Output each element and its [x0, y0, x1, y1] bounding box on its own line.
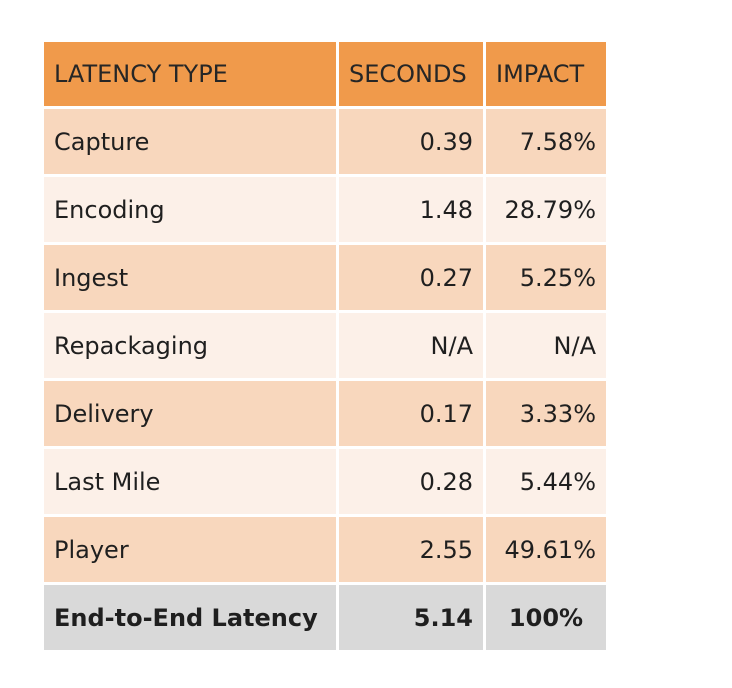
- table-row: Capture 0.39 7.58%: [44, 109, 606, 174]
- header-latency-type: LATENCY TYPE: [44, 42, 336, 106]
- latency-type-cell: Encoding: [44, 177, 336, 242]
- latency-type-cell: Delivery: [44, 381, 336, 446]
- latency-table: LATENCY TYPE SECONDS IMPACT Capture 0.39…: [41, 39, 609, 653]
- table-row: Encoding 1.48 28.79%: [44, 177, 606, 242]
- table-body: Capture 0.39 7.58% Encoding 1.48 28.79% …: [44, 109, 606, 650]
- impact-cell: 5.25%: [486, 245, 606, 310]
- table-header: LATENCY TYPE SECONDS IMPACT: [44, 42, 606, 106]
- latency-type-cell: Last Mile: [44, 449, 336, 514]
- latency-type-cell: Ingest: [44, 245, 336, 310]
- latency-type-cell: Player: [44, 517, 336, 582]
- total-seconds-cell: 5.14: [339, 585, 483, 650]
- total-row: End-to-End Latency 5.14 100%: [44, 585, 606, 650]
- impact-cell: 49.61%: [486, 517, 606, 582]
- header-row: LATENCY TYPE SECONDS IMPACT: [44, 42, 606, 106]
- header-impact: IMPACT: [486, 42, 606, 106]
- seconds-cell: 2.55: [339, 517, 483, 582]
- seconds-cell: 0.28: [339, 449, 483, 514]
- table-row: Repackaging N/A N/A: [44, 313, 606, 378]
- table-row: Player 2.55 49.61%: [44, 517, 606, 582]
- seconds-cell: 0.17: [339, 381, 483, 446]
- impact-cell: 5.44%: [486, 449, 606, 514]
- seconds-cell: 0.27: [339, 245, 483, 310]
- table-row: Last Mile 0.28 5.44%: [44, 449, 606, 514]
- impact-cell: 3.33%: [486, 381, 606, 446]
- latency-type-cell: Capture: [44, 109, 336, 174]
- table-row: Ingest 0.27 5.25%: [44, 245, 606, 310]
- seconds-cell: 1.48: [339, 177, 483, 242]
- table-row: Delivery 0.17 3.33%: [44, 381, 606, 446]
- total-label-cell: End-to-End Latency: [44, 585, 336, 650]
- impact-cell: 7.58%: [486, 109, 606, 174]
- impact-cell: N/A: [486, 313, 606, 378]
- total-impact-cell: 100%: [486, 585, 606, 650]
- header-seconds: SECONDS: [339, 42, 483, 106]
- seconds-cell: 0.39: [339, 109, 483, 174]
- impact-cell: 28.79%: [486, 177, 606, 242]
- latency-type-cell: Repackaging: [44, 313, 336, 378]
- seconds-cell: N/A: [339, 313, 483, 378]
